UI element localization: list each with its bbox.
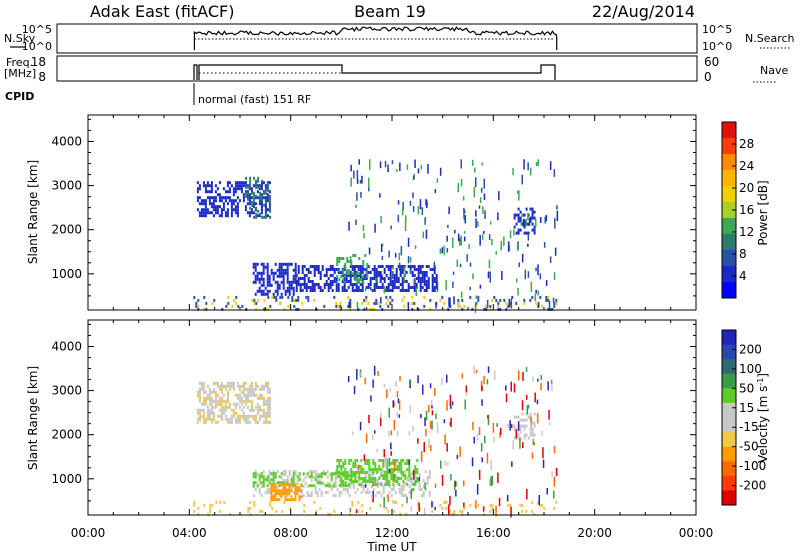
power-colorbar-swatch [722,266,736,283]
velocity-colorbar-tick-label: -50 [739,440,759,454]
power-echo-region-4 [336,254,369,284]
power-echo-region-0 [196,181,271,218]
power-colorbar-swatch [722,250,736,267]
nsky-label: N.Sky [4,32,36,45]
nave-tick-top: 60 [704,55,719,69]
velocity-colorbar-swatch [722,344,736,360]
power-colorbar-swatch [722,138,736,155]
xtick-label: 00:00 [71,526,106,540]
date-title: 22/Aug/2014 [592,2,695,21]
velocity-colorbar-tick-label: 100 [739,362,762,376]
xtick-label: 20:00 [577,526,612,540]
velocity-colorbar-swatch [722,461,736,477]
power-colorbar-swatch [722,170,736,187]
nave-label: Nave [760,64,788,77]
xtick-label: 00:00 [679,526,714,540]
xtick-label: 16:00 [476,526,511,540]
power-ytick-label: 3000 [51,179,82,193]
velocity-colorbar-swatch [722,373,736,389]
power-colorbar-tick-label: 28 [739,137,754,151]
power-ylabel: Slant Range [km] [26,160,40,264]
velocity-colorbar-tick-label: 200 [739,342,762,356]
velocity-colorbar-tick-label: -100 [739,459,766,473]
power-ytick-label: 2000 [51,223,82,237]
power-colorbar-swatch [722,282,736,299]
power-colorbar-swatch [722,122,736,139]
cpid-label: CPID [5,90,34,103]
freq-line [193,64,556,80]
power-ytick-label: 1000 [51,267,82,281]
power-colorbar-swatch [722,202,736,219]
xtick-label: 12:00 [375,526,410,540]
velocity-colorbar-swatch [722,490,736,506]
velocity-colorbar-swatch [722,432,736,448]
freq-panel: Freq. [MHz] 18 8 60 0 Nave [4,55,788,84]
velocity-colorbar-swatch [722,417,736,433]
velocity-echo-region-4 [336,459,419,486]
velocity-colorbar-tick-label: 50 [739,381,754,395]
power-colorbar-swatch [722,186,736,203]
power-colorbar: 28 24 20 16 12 8 4 [721,121,754,299]
power-colorbar-tick-label: 12 [739,225,754,239]
noise-right-tick-bottom: 10^0 [702,40,732,53]
noise-left-tick-bottom: 10^0 [22,40,52,53]
velocity-echo-region-1 [196,381,271,424]
velocity-colorbar-tick-label: -200 [739,479,766,493]
velocity-colorbar-label: Velocity [m s-1] [756,373,770,463]
noise-right-tick-top: 10^5 [702,23,732,36]
velocity-colorbar: 200 100 50 15 -15 -50 -100 -200 [721,329,766,506]
power-colorbar-tick-label: 20 [739,181,754,195]
power-echo-region-6 [193,295,558,311]
velocity-ytick-label: 1000 [51,472,82,486]
power-echo-region-1 [245,176,272,219]
freq-label-2: [MHz] [4,67,36,80]
freq-tick-bottom: 8 [38,70,46,84]
velocity-ylabel: Slant Range [km] [26,366,40,470]
power-echo-region-7 [197,295,558,311]
velocity-panel: 4000 3000 2000 1000 [51,319,697,518]
velocity-colorbar-tick-label: -15 [739,420,759,434]
velocity-colorbar-swatch [722,388,736,404]
velocity-ytick-label: 4000 [51,339,82,353]
velocity-echo-region-7 [193,500,558,516]
cpid-text: normal (fast) 151 RF [198,93,311,106]
beam-title: Beam 19 [354,2,426,21]
velocity-colorbar-swatch [722,475,736,491]
power-echo-region-5 [513,207,536,235]
velocity-colorbar-tick-label: 15 [739,401,754,415]
power-sparse-echoes [348,159,559,313]
power-echo-region-2 [252,262,297,296]
power-colorbar-tick-label: 16 [739,203,754,217]
xtick-label: 04:00 [172,526,207,540]
noise-sky-line [193,26,558,50]
velocity-ytick-label: 2000 [51,428,82,442]
power-colorbar-swatch [722,234,736,251]
velocity-colorbar-swatch [722,330,736,346]
velocity-colorbar-swatch [722,446,736,462]
power-colorbar-tick-label: 8 [739,247,747,261]
power-colorbar-swatch [722,218,736,235]
freq-tick-top: 18 [31,55,46,69]
velocity-colorbar-swatch [722,402,736,418]
station-title: Adak East (fitACF) [90,2,234,21]
velocity-ytick-label: 3000 [51,384,82,398]
power-colorbar-label: Power [dB] [756,180,770,245]
noise-panel: N.Sky 10^5 10^0 10^5 10^0 N.Search [4,23,795,54]
power-ytick-label: 4000 [51,134,82,148]
power-colorbar-tick-label: 24 [739,159,754,173]
power-colorbar-swatch [722,154,736,171]
velocity-echo-region-5 [270,483,303,502]
power-colorbar-tick-label: 4 [739,269,747,283]
nave-tick-bottom: 0 [704,70,712,84]
power-panel: 4000 3000 2000 1000 [51,114,697,313]
noise-left-tick-top: 10^5 [22,23,52,36]
velocity-colorbar-swatch [722,359,736,375]
xtick-label: 08:00 [273,526,308,540]
velocity-sparse-echoes [347,365,558,518]
velocity-frame [87,319,697,516]
nsearch-label: N.Search [745,32,795,45]
freq-label-1: Freq. [6,56,33,69]
xlabel: Time UT [366,540,417,554]
